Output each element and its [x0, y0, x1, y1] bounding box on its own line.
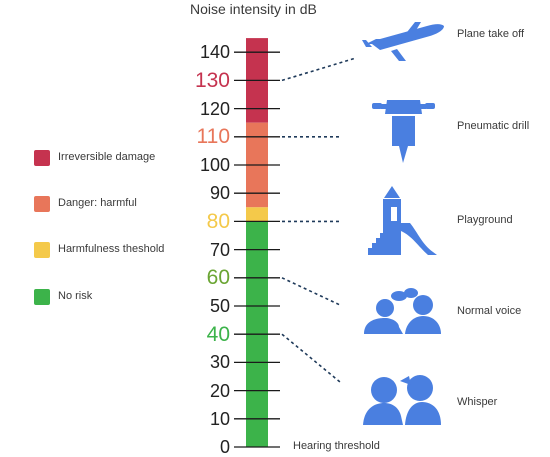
- whisper-icon: [363, 375, 441, 425]
- legend-swatch: [34, 196, 50, 212]
- legend-swatch: [34, 242, 50, 258]
- legend-label: No risk: [58, 290, 93, 302]
- connector-line: [281, 333, 341, 383]
- tick-label: 140: [199, 42, 230, 63]
- source-label: Plane take off: [457, 28, 525, 40]
- hearing-threshold-label: Hearing threshold: [293, 440, 380, 452]
- conversation-icon: [364, 288, 441, 334]
- tick-label: 10: [209, 408, 230, 429]
- connector-line: [281, 57, 357, 82]
- pneumatic-drill-icon: [372, 100, 435, 163]
- legend-label: Irreversible damage: [58, 151, 156, 163]
- tick-label: 20: [209, 380, 230, 401]
- tick-label: 0: [219, 437, 230, 457]
- legend-swatch: [34, 289, 50, 305]
- chart-title: Noise intensity in dB: [190, 1, 317, 17]
- source-label: Normal voice: [457, 305, 522, 317]
- plane-icon: [362, 22, 444, 61]
- tick-label: 70: [209, 239, 230, 260]
- scale-ticks: [234, 51, 280, 448]
- scale-band: [246, 207, 268, 222]
- tick-label: 60: [206, 266, 230, 290]
- source-label: Whisper: [457, 396, 498, 408]
- tick-label: 110: [196, 125, 230, 149]
- tick-label: 130: [194, 68, 230, 92]
- tick-label: 120: [199, 98, 230, 119]
- playground-icon: [368, 186, 437, 255]
- legend-label: Harmfulness theshold: [58, 243, 165, 255]
- tick-label: 40: [206, 322, 230, 346]
- tick-label: 100: [199, 155, 230, 175]
- legend-swatch: [34, 150, 50, 166]
- tick-label: 50: [209, 296, 230, 316]
- tick-label: 80: [206, 209, 230, 233]
- source-label: Pneumatic drill: [457, 120, 530, 132]
- source-label: Playground: [457, 214, 513, 226]
- tick-label: 90: [209, 183, 230, 204]
- connector-line: [281, 277, 341, 306]
- scale-bar: [246, 38, 268, 447]
- legend-label: Danger: harmful: [58, 197, 137, 209]
- connectors: [281, 57, 357, 383]
- tick-label: 30: [209, 352, 230, 373]
